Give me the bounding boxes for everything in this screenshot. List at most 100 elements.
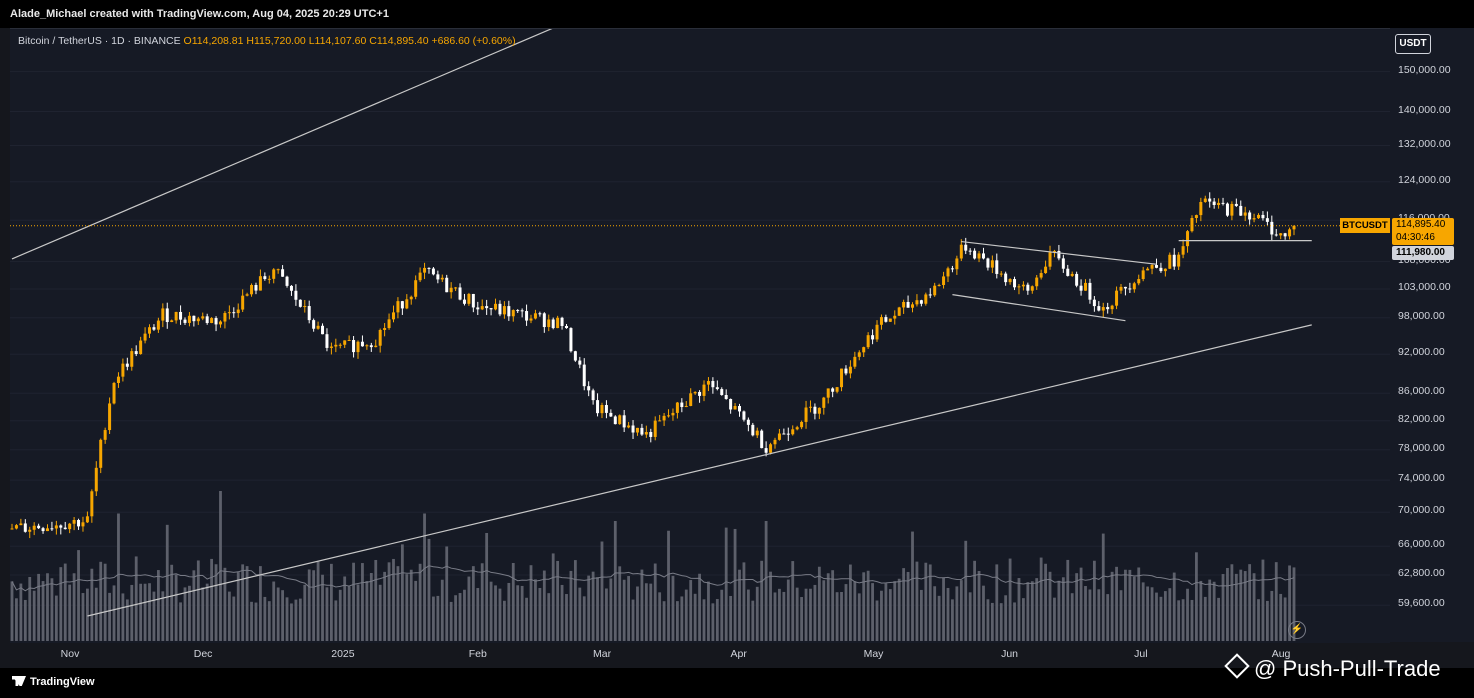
volume-bar [862, 572, 866, 641]
candle-body [556, 317, 560, 329]
time-tick-label: May [863, 648, 884, 660]
candle-body [1101, 307, 1105, 311]
candle-body [596, 400, 600, 414]
candle-body [462, 299, 466, 304]
volume-bar [698, 573, 701, 641]
volume-bar [219, 491, 222, 641]
volume-bar [738, 569, 741, 641]
candle-body [671, 412, 675, 416]
candle-body [152, 327, 156, 330]
candle-body [831, 388, 835, 392]
candle-body [54, 525, 58, 529]
volume-bar [1119, 590, 1123, 641]
volume-bar [755, 586, 759, 641]
candle-body [1230, 203, 1234, 216]
volume-bar [973, 560, 977, 641]
volume-bar [609, 578, 613, 641]
volume-bar [1261, 559, 1265, 641]
candle-body [81, 522, 85, 527]
candle-body [640, 427, 644, 435]
volume-bar [951, 599, 954, 641]
chart-canvas[interactable] [10, 29, 1390, 643]
volume-bar [1212, 581, 1216, 641]
volume-bar [600, 541, 604, 641]
candle-body [72, 520, 76, 524]
candle-body [196, 318, 200, 322]
volume-bar [476, 588, 480, 641]
candle-body [352, 339, 356, 353]
candle-body [973, 250, 977, 259]
volume-bar [884, 583, 888, 641]
volume-bar [267, 601, 271, 641]
candle-body [210, 318, 214, 324]
candle-body [1163, 268, 1167, 272]
volume-bar [1168, 588, 1172, 641]
volume-bar [343, 576, 347, 641]
price-axis[interactable] [1390, 28, 1474, 642]
volume-bar [715, 599, 719, 641]
currency-button[interactable]: USDT [1395, 34, 1431, 54]
volume-bar [817, 566, 821, 641]
candle-body [529, 318, 533, 321]
volume-bar [1150, 587, 1154, 641]
volume-bar [693, 593, 697, 641]
candle-body [480, 306, 484, 310]
candle-body [933, 285, 937, 296]
volume-bar [875, 600, 879, 641]
candle-body [281, 269, 285, 277]
volume-bar [857, 593, 861, 641]
volume-bar [919, 589, 923, 641]
candle-body [77, 520, 81, 527]
volume-bar [414, 580, 418, 641]
symbol-name[interactable]: Bitcoin / TetherUS · 1D · BINANCE [18, 35, 181, 47]
candle-body [103, 430, 107, 440]
candle-body [1181, 246, 1185, 255]
candle-body [1150, 265, 1154, 269]
candle-body [977, 253, 981, 259]
candle-body [928, 294, 932, 296]
volume-bar [888, 589, 892, 641]
volume-bar [121, 593, 125, 641]
candle-body [1252, 218, 1256, 220]
candle-body [804, 407, 808, 422]
candle-body [667, 415, 671, 417]
candle-body [289, 285, 293, 291]
candle-body [45, 528, 49, 532]
candle-body [476, 307, 480, 310]
candle-body [19, 523, 23, 526]
candle-body [1292, 225, 1296, 230]
candle-body [680, 402, 684, 408]
candle-body [919, 300, 923, 304]
candle-body [520, 310, 524, 312]
volume-bar [134, 556, 138, 641]
volume-bar [1195, 552, 1198, 641]
time-tick-label: Mar [592, 648, 612, 660]
candle-body [303, 306, 307, 308]
candle-body [986, 258, 990, 268]
volume-bar [1004, 595, 1008, 641]
volume-bar [560, 584, 564, 641]
chart-pane[interactable] [10, 28, 1390, 643]
volume-bar [130, 584, 134, 641]
candle-body [1239, 205, 1243, 216]
time-tick-label: Jun [1001, 648, 1019, 660]
volume-bar [272, 581, 276, 641]
time-tick-label: Feb [468, 648, 487, 660]
volume-bar [32, 590, 36, 641]
volume-bar [1159, 596, 1163, 641]
volume-bar [1279, 593, 1283, 641]
candle-body [1203, 198, 1207, 202]
volume-bar [1106, 594, 1110, 641]
volume-bar [161, 591, 165, 641]
candle-body [924, 294, 928, 304]
volume-bar [653, 563, 657, 641]
volume-bar [156, 570, 160, 641]
candle-body [1021, 284, 1025, 287]
lightning-icon[interactable]: ⚡ [1288, 621, 1306, 639]
candle-body [356, 341, 360, 353]
price-tick-label: 140,000.00 [1398, 103, 1451, 116]
candle-body [28, 529, 32, 532]
volume-bar [702, 599, 706, 641]
candle-body [942, 276, 946, 286]
